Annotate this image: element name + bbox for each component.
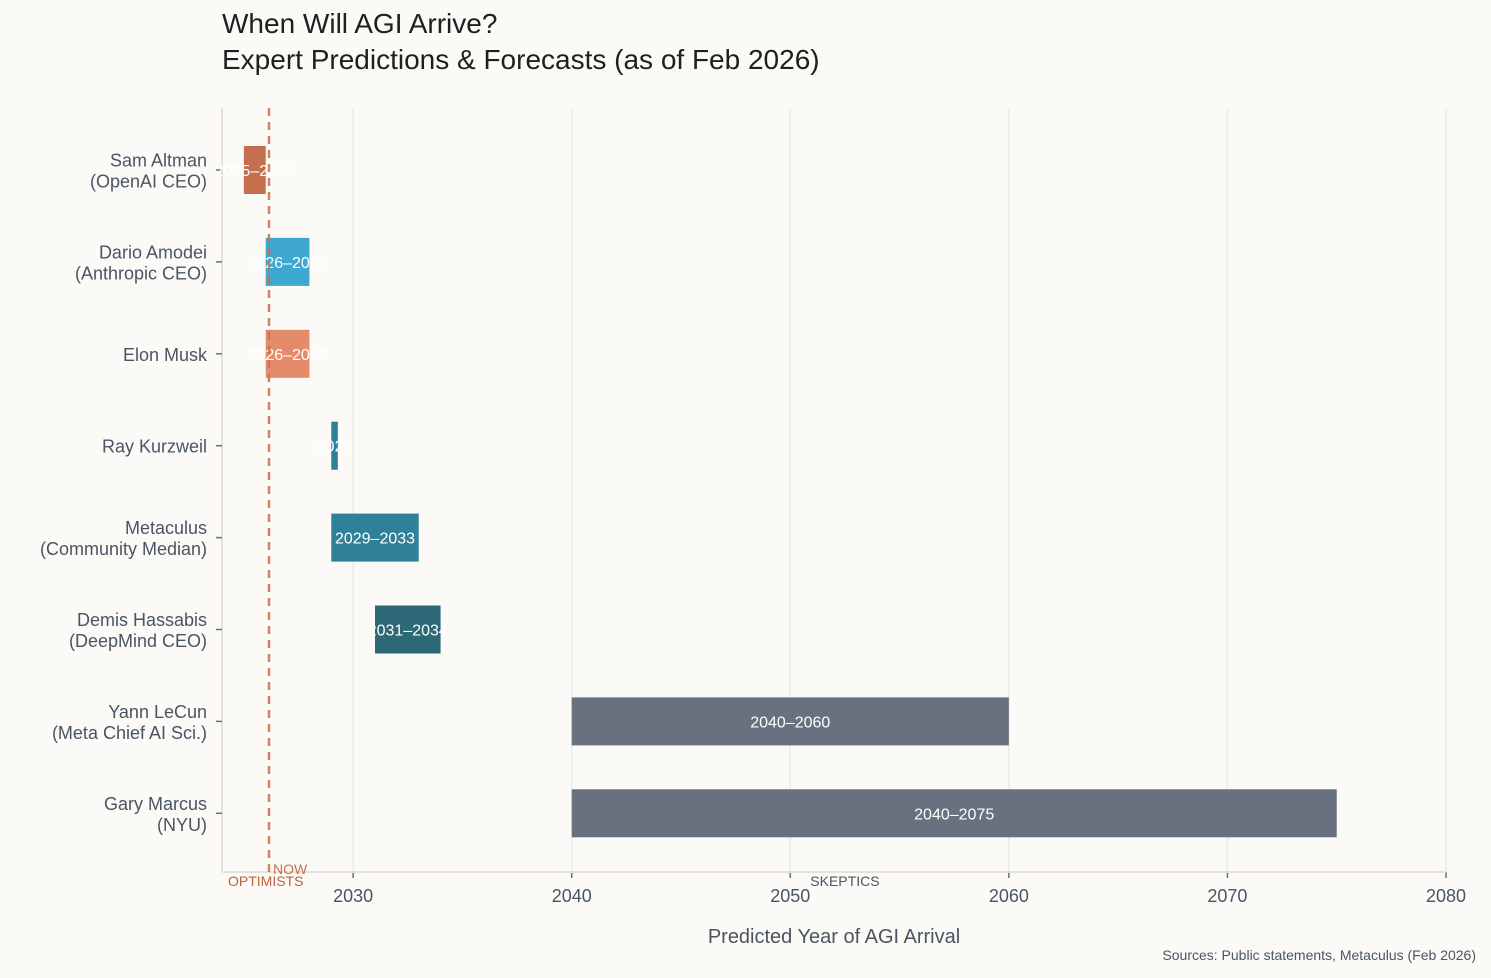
x-tick-label: 2050 <box>770 886 810 906</box>
region-label: SKEPTICS <box>810 873 879 889</box>
bar-label: 2026–2028 <box>248 255 328 272</box>
y-tick-label: (DeepMind CEO) <box>69 631 207 651</box>
bar <box>331 513 419 562</box>
bar-label: 2040–2075 <box>914 806 994 823</box>
y-tick-label: Demis Hassabis <box>77 610 207 630</box>
y-tick-label: Metaculus <box>125 518 207 538</box>
y-tick-label: Yann LeCun <box>108 702 207 722</box>
y-tick-label: Gary Marcus <box>104 794 207 814</box>
y-tick-label: (Meta Chief AI Sci.) <box>52 723 207 743</box>
bar <box>265 237 310 286</box>
y-tick-label: (Community Median) <box>40 539 207 559</box>
bar <box>571 697 1009 746</box>
bar-label: 2029 <box>317 439 353 456</box>
bar <box>331 421 338 470</box>
x-tick-label: 2080 <box>1426 886 1466 906</box>
bar-label: 2031–2034 <box>368 623 448 640</box>
x-tick-label: 2030 <box>333 886 373 906</box>
bar <box>265 329 310 378</box>
x-tick-label: 2060 <box>989 886 1029 906</box>
now-label: NOW <box>273 861 308 877</box>
bar <box>571 789 1337 838</box>
chart-title: When Will AGI Arrive? <box>222 8 498 39</box>
bar-label: 2040–2060 <box>750 714 830 731</box>
bar <box>243 146 266 194</box>
y-tick-label: Elon Musk <box>123 345 208 365</box>
bar <box>375 605 441 654</box>
source-note: Sources: Public statements, Metaculus (F… <box>1162 947 1476 963</box>
x-tick-label: 2040 <box>552 886 592 906</box>
y-tick-label: Ray Kurzweil <box>102 437 207 457</box>
region-label: OPTIMISTS <box>228 873 303 889</box>
x-tick-label: 2070 <box>1207 886 1247 906</box>
y-tick-label: Sam Altman <box>110 151 207 171</box>
y-tick-label: (NYU) <box>157 815 207 835</box>
y-tick-label: (OpenAI CEO) <box>90 172 207 192</box>
bar-label: 2026–2028 <box>248 347 328 364</box>
y-tick-label: Dario Amodei <box>99 242 207 262</box>
y-tick-label: (Anthropic CEO) <box>75 263 207 283</box>
bar-label: 2029–2033 <box>335 531 415 548</box>
bar-label: 2025–2026 <box>215 163 295 180</box>
x-axis-label: Predicted Year of AGI Arrival <box>708 926 960 948</box>
chart-subtitle: Expert Predictions & Forecasts (as of Fe… <box>222 44 820 75</box>
